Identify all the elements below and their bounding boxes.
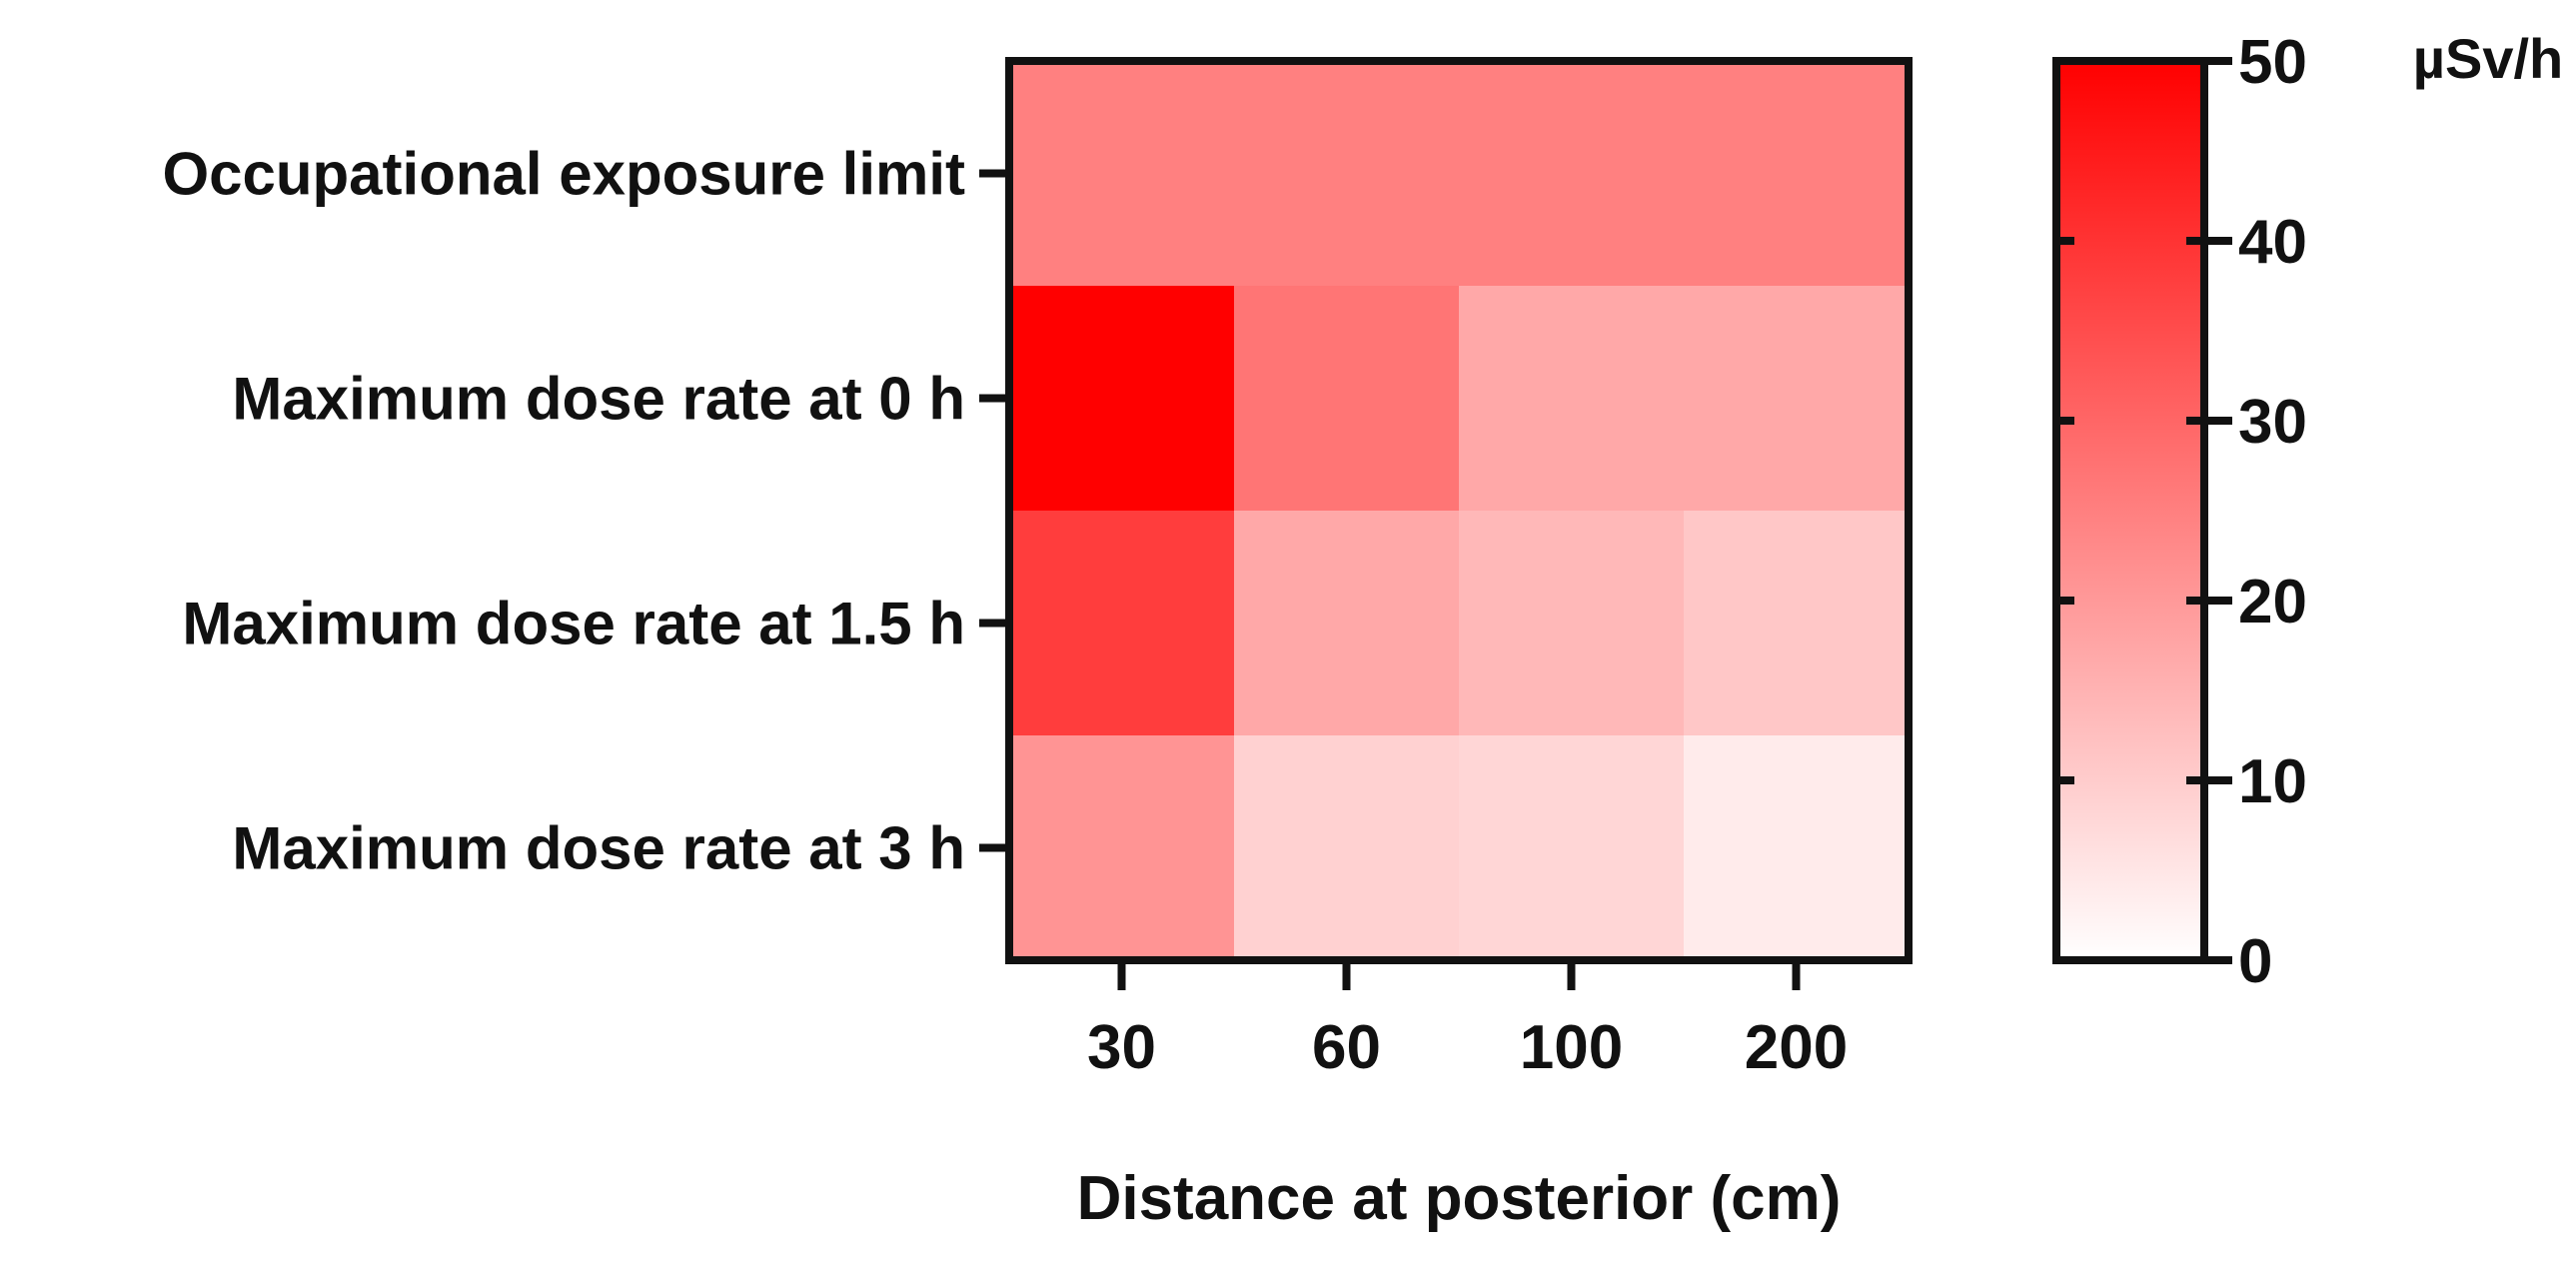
- x-tick-label: 200: [1745, 1013, 1848, 1082]
- heatmap-cell: [1684, 61, 1910, 287]
- y-tick-label: Occupational exposure limit: [162, 141, 965, 208]
- heatmap-cells: [1009, 61, 1910, 961]
- plot-frame: [1005, 57, 1913, 964]
- x-axis: 30 60 100 200: [1087, 960, 1848, 1082]
- heatmap-cell: [1234, 61, 1460, 287]
- x-tick-label: 60: [1312, 1013, 1381, 1082]
- x-tick-label: 100: [1520, 1013, 1623, 1082]
- colorbar-tick-label: 10: [2238, 747, 2307, 816]
- heatmap-cell: [1009, 286, 1235, 512]
- heatmap-cell: [1459, 286, 1685, 512]
- colorbar-tick-label: 20: [2238, 568, 2307, 637]
- colorbar-unit: µSv/h: [2413, 27, 2564, 90]
- colorbar-ticks: 0 10 20 30 40 50: [2056, 28, 2307, 996]
- colorbar-tick-label: 30: [2238, 388, 2307, 457]
- y-tick-label: Maximum dose rate at 3 h: [232, 815, 965, 882]
- y-tick-label: Maximum dose rate at 0 h: [232, 366, 965, 433]
- x-tick-label: 30: [1087, 1013, 1156, 1082]
- y-axis: Occupational exposure limit Maximum dose …: [162, 141, 1009, 882]
- heatmap-cell: [1234, 511, 1460, 736]
- heatmap-cell: [1684, 511, 1910, 736]
- heatmap-cell: [1684, 735, 1910, 961]
- heatmap-cell: [1234, 735, 1460, 961]
- heatmap-cell: [1009, 511, 1235, 736]
- colorbar-tick-label: 40: [2238, 208, 2307, 277]
- heatmap-cell: [1684, 286, 1910, 512]
- colorbar: [2052, 57, 2208, 964]
- heatmap-cell: [1459, 511, 1685, 736]
- colorbar-tick-label: 0: [2238, 927, 2272, 996]
- y-tick-label: Maximum dose rate at 1.5 h: [182, 591, 965, 657]
- heatmap-cell: [1234, 286, 1460, 512]
- heatmap-cell: [1009, 61, 1235, 287]
- x-axis-title: Distance at posterior (cm): [1077, 1164, 1842, 1233]
- colorbar-tick-label: 50: [2238, 28, 2307, 97]
- heatmap-cell: [1459, 61, 1685, 287]
- heatmap-cell: [1459, 735, 1685, 961]
- heatmap-cell: [1009, 735, 1235, 961]
